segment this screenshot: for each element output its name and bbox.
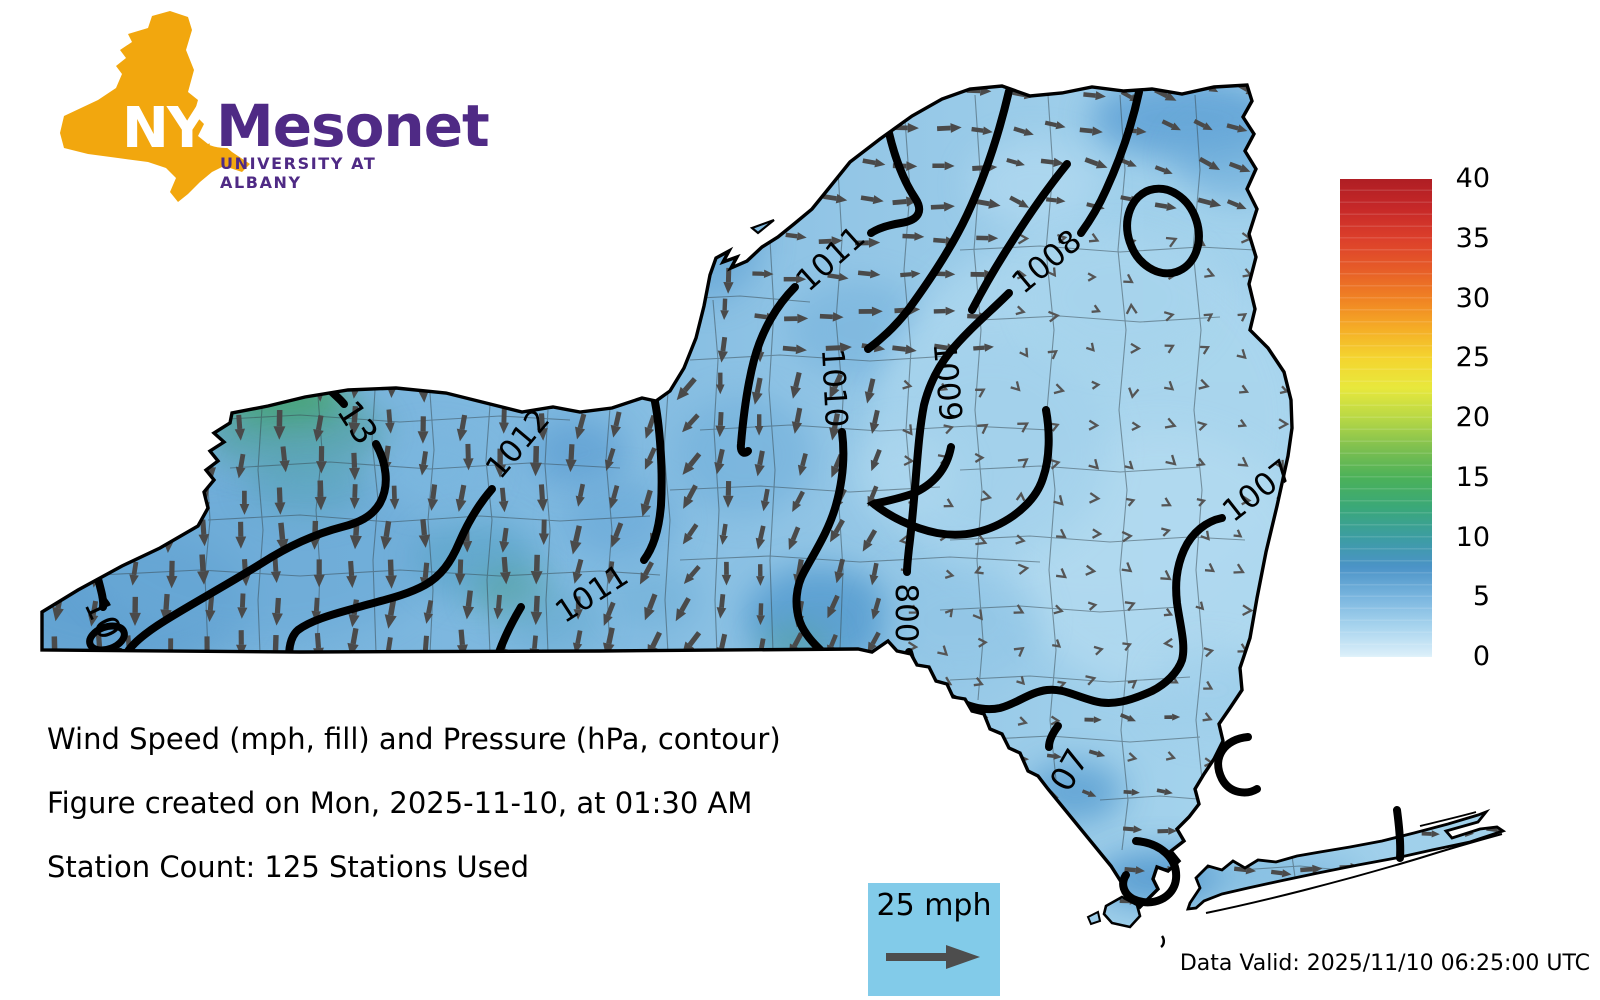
- ny-state-logo-shape: [60, 11, 250, 202]
- colorbar-tick-40: 40: [1455, 163, 1490, 194]
- contour-label-1009: 1009: [926, 341, 969, 423]
- figure-title: Wind Speed (mph, fill) and Pressure (hPa…: [47, 722, 781, 756]
- data-valid-timestamp: Data Valid: 2025/11/10 06:25:00 UTC: [1179, 951, 1590, 976]
- colorbar-tick-0: 0: [1472, 641, 1490, 672]
- contour-label-1010: 1010: [814, 348, 854, 429]
- contour-label-800: 800: [888, 583, 924, 642]
- nys-mesonet-logo: NYS Mesonet UNIVERSITY AT ALBANY: [40, 8, 490, 218]
- colorbar-tick-5: 5: [1472, 581, 1490, 613]
- logo-nys-text: NYS: [122, 96, 246, 161]
- colorbar-tick-20: 20: [1455, 402, 1490, 433]
- reference-arrow-icon: [886, 945, 980, 969]
- colorbar-tick-15: 15: [1455, 461, 1490, 493]
- colorbar-tick-30: 30: [1455, 282, 1490, 314]
- logo-mesonet-text: Mesonet: [216, 92, 490, 160]
- colorbar-tick-35: 35: [1455, 222, 1490, 254]
- ny-silhouette: [60, 11, 250, 202]
- colorbar-bands: [1340, 179, 1432, 657]
- logo-tagline: UNIVERSITY AT ALBANY: [220, 154, 377, 192]
- state-outline: [40, 83, 1507, 949]
- colorbar-tick-25: 25: [1455, 342, 1490, 374]
- wind-reference-label: 25 mph: [876, 888, 992, 923]
- figure-created-text: Figure created on Mon, 2025-11-10, at 01…: [47, 786, 753, 820]
- colorbar-tick-10: 10: [1455, 521, 1490, 553]
- station-count-text: Station Count: 125 Stations Used: [47, 850, 530, 884]
- wind-reference-legend: 25 mph: [868, 883, 1000, 996]
- wind-speed-colorbar: [1340, 179, 1432, 657]
